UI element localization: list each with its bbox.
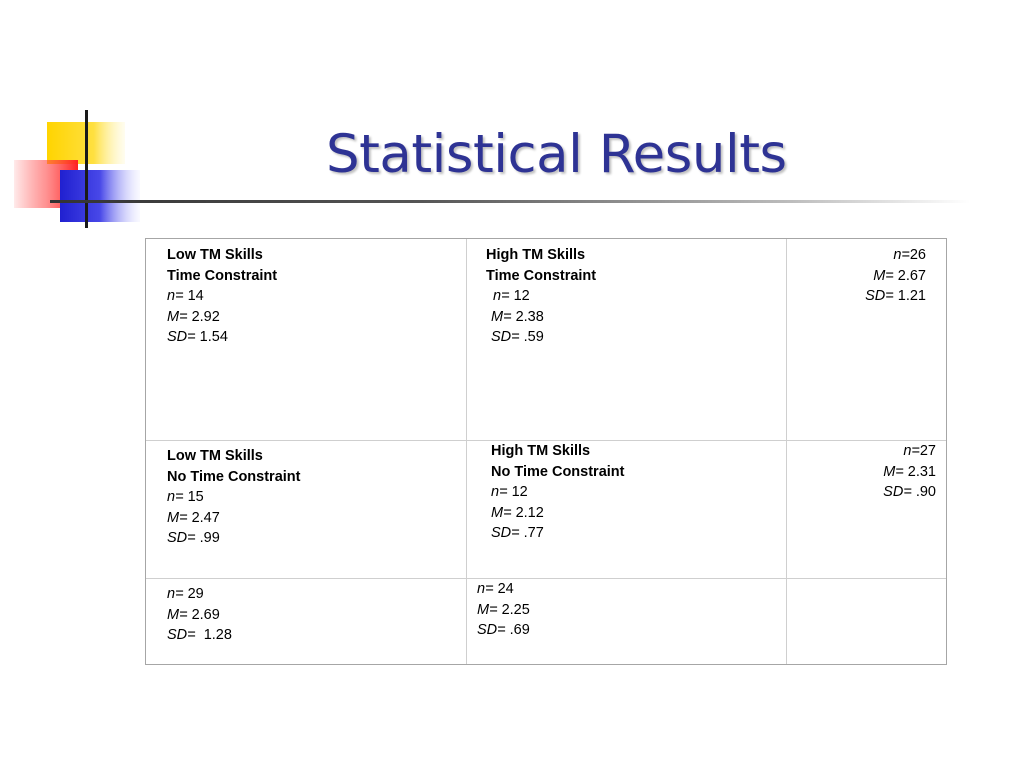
sd-value: .90 xyxy=(915,484,936,500)
n-label: n= xyxy=(903,443,920,459)
sd-label: SD= xyxy=(477,622,506,638)
n-value: 27 xyxy=(919,443,936,459)
vertical-bar xyxy=(85,110,88,228)
m-value: 2.92 xyxy=(191,308,220,325)
row-divider-1 xyxy=(146,440,946,441)
cell-low-total: n= 29 M= 2.69 SD= 1.28 xyxy=(167,584,232,646)
cell-low-no-time-constraint: Low TM Skills No Time Constraint n= 15 M… xyxy=(167,446,300,549)
sd-label: SD= xyxy=(167,329,196,345)
n-label: n= xyxy=(167,489,184,505)
slide-title: Statistical Results xyxy=(326,124,787,185)
cell-total-no-time-constraint: n=27 M= 2.31 SD= .90 xyxy=(883,441,936,503)
blue-square xyxy=(60,170,140,222)
sd-label: SD= xyxy=(491,329,520,345)
sd-value: .99 xyxy=(199,530,220,546)
cell-total-time-constraint: n=26 M= 2.67 SD= 1.21 xyxy=(865,245,926,307)
cell-heading: No Time Constraint xyxy=(491,463,625,480)
n-value: 24 xyxy=(497,581,514,597)
cell-heading: High TM Skills xyxy=(491,443,591,459)
n-value: 14 xyxy=(187,288,204,304)
cell-low-time-constraint: Low TM Skills Time Constraint n= 14 M= 2… xyxy=(167,245,277,348)
m-label: M= xyxy=(491,308,512,325)
cell-high-time-constraint: High TM Skills Time Constraint n= 12 M= … xyxy=(486,245,596,348)
title-divider xyxy=(50,200,970,203)
n-value: 12 xyxy=(511,484,528,500)
m-label: M= xyxy=(167,308,188,325)
n-label: n= xyxy=(167,288,184,304)
sd-value: .77 xyxy=(523,525,544,541)
cell-heading: Time Constraint xyxy=(167,267,278,284)
m-label: M= xyxy=(477,601,498,618)
m-value: 2.69 xyxy=(191,606,220,623)
cell-high-total: n= 24 M= 2.25 SD= .69 xyxy=(477,579,530,641)
m-value: 2.25 xyxy=(501,601,530,618)
m-value: 2.12 xyxy=(515,504,544,521)
n-label: n= xyxy=(893,247,910,263)
m-value: 2.47 xyxy=(191,509,220,526)
n-value: 29 xyxy=(187,586,204,602)
results-table: Low TM Skills Time Constraint n= 14 M= 2… xyxy=(145,238,947,665)
cell-heading: High TM Skills xyxy=(486,247,586,263)
row-divider-2 xyxy=(146,578,946,579)
n-label: n= xyxy=(493,288,510,304)
n-label: n= xyxy=(167,586,184,602)
sd-label: SD= xyxy=(883,484,912,500)
slide-decoration xyxy=(14,110,200,228)
n-value: 12 xyxy=(513,288,530,304)
sd-value: 1.28 xyxy=(203,627,232,643)
n-label: n= xyxy=(491,484,508,500)
n-label: n= xyxy=(477,581,494,597)
sd-value: .59 xyxy=(523,329,544,345)
sd-value: .69 xyxy=(509,622,530,638)
cell-heading: Low TM Skills xyxy=(167,448,263,464)
m-value: 2.67 xyxy=(897,267,926,284)
sd-label: SD= xyxy=(491,525,520,541)
m-label: M= xyxy=(167,606,188,623)
m-value: 2.38 xyxy=(515,308,544,325)
m-label: M= xyxy=(167,509,188,526)
cell-high-no-time-constraint: High TM Skills No Time Constraint n= 12 … xyxy=(491,441,624,544)
cell-heading: Time Constraint xyxy=(486,267,597,284)
column-divider-2 xyxy=(786,239,787,664)
n-value: 15 xyxy=(187,489,204,505)
sd-label: SD= xyxy=(167,530,196,546)
m-label: M= xyxy=(883,463,904,480)
m-label: M= xyxy=(873,267,894,284)
n-value: 26 xyxy=(909,247,926,263)
cell-heading: Low TM Skills xyxy=(167,247,263,263)
sd-label: SD= xyxy=(865,288,894,304)
m-value: 2.31 xyxy=(907,463,936,480)
sd-value: 1.54 xyxy=(199,329,228,345)
sd-value: 1.21 xyxy=(897,288,926,304)
cell-heading: No Time Constraint xyxy=(167,468,301,485)
m-label: M= xyxy=(491,504,512,521)
sd-label: SD= xyxy=(167,627,196,643)
column-divider-1 xyxy=(466,239,467,664)
